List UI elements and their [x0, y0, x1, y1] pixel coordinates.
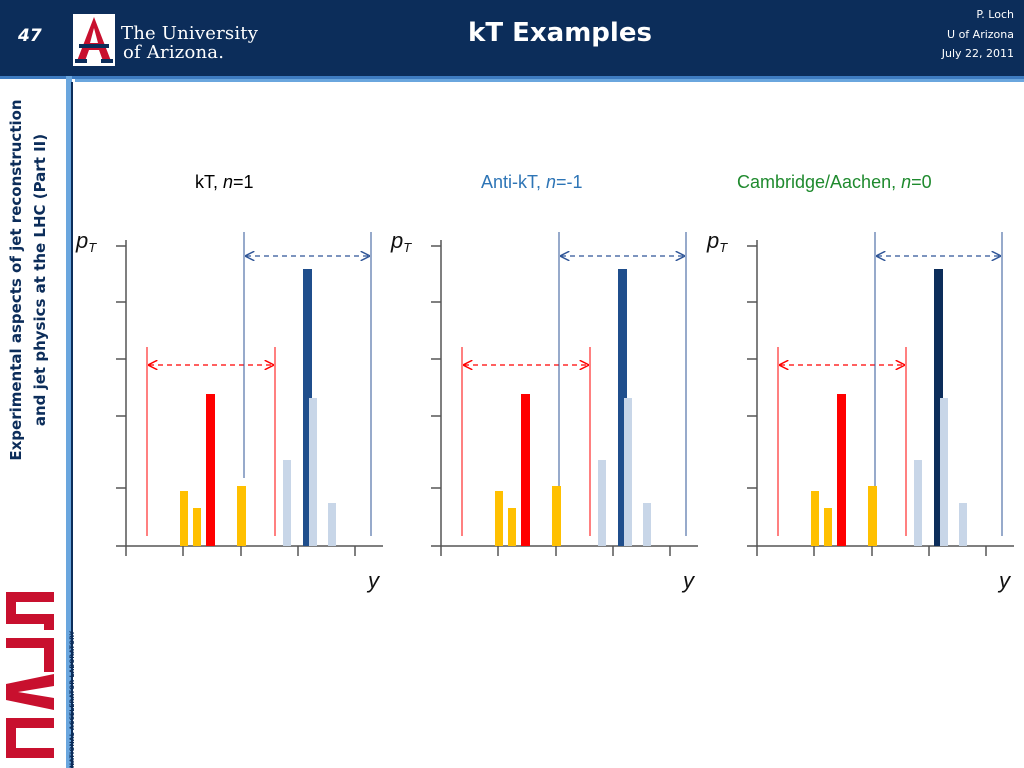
particle-bar: [959, 503, 967, 546]
y-axis: [431, 240, 442, 546]
date: July 22, 2011: [941, 47, 1014, 60]
header-bar: [0, 0, 1024, 76]
y-axis: [116, 240, 127, 546]
x-axis: [747, 545, 1014, 556]
y-axis-label: pT: [706, 228, 728, 255]
particle-bar: [868, 486, 877, 546]
slide-meta: P. Loch U of Arizona July 22, 2011: [864, 5, 1014, 64]
sidebar: [0, 82, 66, 768]
particle-bar: [552, 486, 561, 546]
diagram-panel-cambridge-aachen: pT y: [706, 228, 1014, 593]
university-logo: The University of Arizona.: [73, 12, 263, 70]
diagram-panel-kt: pT y: [75, 228, 383, 593]
sidebar-divider-dark: [71, 82, 73, 768]
author: P. Loch: [976, 8, 1014, 21]
panel-title-cambridge-aachen: Cambridge/Aachen, n=0: [737, 172, 932, 192]
particle-bar: [618, 269, 627, 546]
particle-bar: [193, 508, 201, 546]
particle-bar: [811, 491, 819, 546]
panel-title-anti-kt: Anti-kT, n=-1: [481, 172, 583, 192]
header-divider-light: [75, 79, 1024, 82]
x-axis: [116, 545, 383, 556]
particle-bar: [508, 508, 516, 546]
particle-bar: [837, 394, 846, 546]
particle-bar: [495, 491, 503, 546]
particle-bar: [824, 508, 832, 546]
slac-logo: [6, 592, 54, 758]
affiliation: U of Arizona: [947, 27, 1014, 41]
x-axis-label: y: [997, 568, 1012, 593]
y-axis-label: pT: [75, 228, 97, 255]
particle-bar: [624, 398, 632, 546]
y-axis: [747, 240, 758, 546]
panel-title-kt: kT, n=1: [195, 172, 254, 192]
particle-bar: [303, 269, 312, 546]
x-axis-label: y: [366, 568, 381, 593]
particle-bar: [940, 398, 948, 546]
arizona-a-icon: [73, 14, 115, 66]
particle-bar: [521, 394, 530, 546]
slide-number: 47: [18, 26, 42, 46]
header-divider: [0, 76, 1024, 79]
diagram-panel-anti-kt: pT y: [390, 228, 698, 593]
sidebar-divider: [66, 76, 72, 768]
university-wordmark: The University of Arizona.: [121, 23, 259, 63]
x-axis-label: y: [681, 568, 696, 593]
particle-bar: [643, 503, 651, 546]
particle-bar: [283, 460, 291, 546]
particle-bar: [237, 486, 246, 546]
particle-bar: [309, 398, 317, 546]
y-axis-label: pT: [390, 228, 412, 255]
particle-bar: [328, 503, 336, 546]
particle-bar: [914, 460, 922, 546]
particle-bar: [206, 394, 215, 546]
slide-title: kT Examples: [468, 18, 652, 48]
particle-bar: [598, 460, 606, 546]
particle-bar: [934, 269, 943, 546]
particle-bar: [180, 491, 188, 546]
x-axis: [431, 545, 698, 556]
